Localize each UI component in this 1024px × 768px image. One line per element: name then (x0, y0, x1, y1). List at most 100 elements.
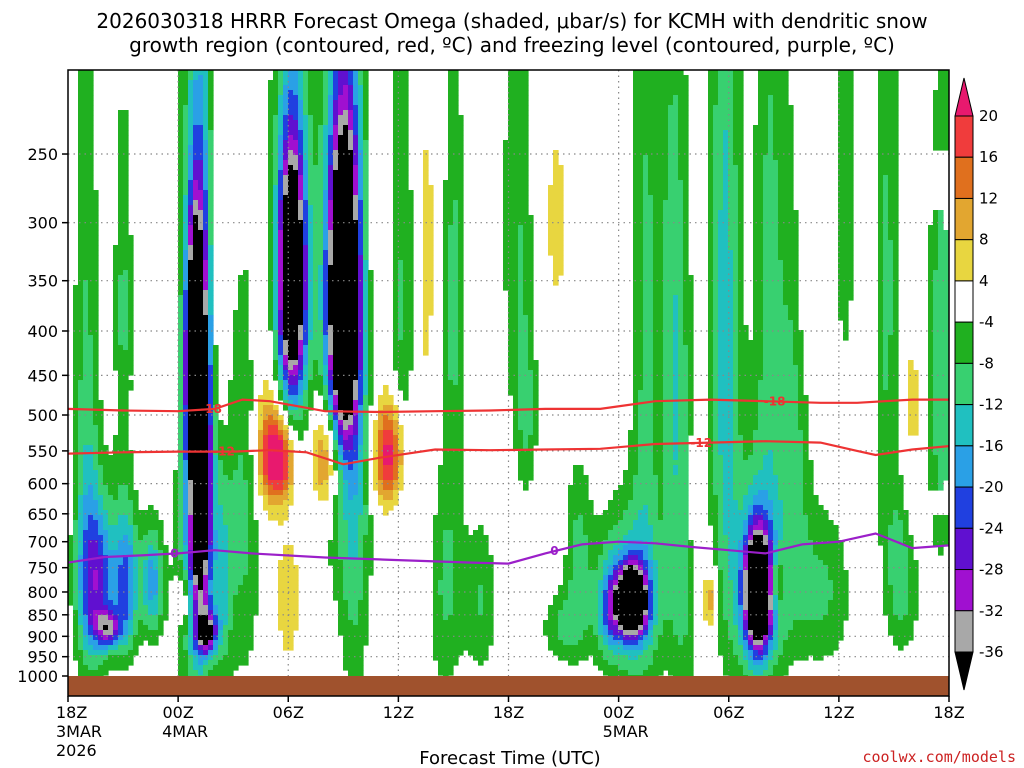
omega-cell (348, 125, 354, 131)
omega-cell (718, 75, 734, 81)
omega-cell (283, 150, 289, 156)
omega-cell (308, 175, 324, 181)
omega-cell (323, 335, 329, 341)
omega-cell (928, 375, 934, 381)
omega-cell (268, 105, 279, 111)
omega-cell (273, 485, 284, 491)
omega-cell (398, 280, 404, 286)
omega-cell (323, 370, 329, 376)
omega-cell (368, 335, 374, 341)
omega-cell (683, 300, 694, 306)
omega-cell (443, 400, 464, 406)
omega-cell (518, 300, 524, 306)
omega-cell (733, 315, 739, 321)
omega-cell (188, 485, 194, 491)
omega-cell (283, 255, 304, 261)
omega-cell (278, 205, 284, 211)
omega-cell (623, 510, 639, 516)
omega-cell (273, 310, 279, 316)
omega-cell (273, 405, 279, 411)
omega-cell (523, 280, 534, 286)
omega-cell (783, 265, 799, 271)
omega-cell (763, 230, 779, 236)
omega-cell (928, 390, 934, 396)
omega-cell (333, 410, 339, 416)
omega-cell (448, 240, 459, 246)
omega-cell (358, 330, 364, 336)
omega-cell (393, 320, 399, 326)
omega-cell (208, 275, 214, 281)
omega-cell (908, 550, 914, 556)
omega-cell (933, 285, 949, 291)
omega-cell (708, 305, 714, 311)
omega-cell (178, 185, 184, 191)
omega-cell (228, 405, 254, 411)
omega-cell (188, 395, 209, 401)
omega-cell (78, 525, 84, 531)
omega-cell (548, 245, 564, 251)
omega-cell (213, 495, 219, 501)
omega-cell (118, 370, 134, 376)
omega-cell (928, 250, 939, 256)
omega-cell (343, 580, 364, 586)
omega-cell (373, 460, 379, 466)
omega-cell (878, 215, 884, 221)
omega-cell (343, 415, 349, 421)
omega-cell (718, 505, 724, 511)
omega-cell (643, 270, 654, 276)
omega-cell (643, 265, 654, 271)
omega-cell (288, 365, 294, 371)
omega-cell (398, 385, 409, 391)
omega-cell (458, 290, 464, 296)
omega-cell (878, 235, 884, 241)
omega-cell (208, 290, 214, 296)
omega-cell (933, 530, 949, 536)
omega-cell (718, 430, 734, 436)
omega-cell (278, 385, 284, 391)
omega-cell (303, 375, 309, 381)
omega-cell (788, 310, 799, 316)
omega-cell (568, 525, 574, 531)
omega-cell (118, 210, 129, 216)
omega-cell (643, 195, 654, 201)
omega-cell (308, 385, 324, 391)
omega-cell (333, 505, 339, 511)
omega-cell (363, 485, 369, 491)
omega-cell (448, 375, 459, 381)
omega-cell (683, 325, 694, 331)
omega-cell (328, 110, 334, 116)
omega-cell (678, 315, 684, 321)
omega-cell (78, 505, 84, 511)
omega-cell (398, 300, 404, 306)
omega-cell (353, 145, 359, 151)
omega-cell (663, 475, 689, 481)
omega-cell (78, 380, 94, 386)
omega-cell (228, 410, 249, 416)
omega-cell (113, 260, 134, 266)
omega-cell (713, 380, 719, 386)
omega-cell (333, 195, 354, 201)
omega-cell (323, 325, 329, 331)
omega-cell (938, 465, 949, 471)
omega-cell (658, 560, 689, 566)
omega-cell (183, 130, 189, 136)
omega-cell (243, 470, 254, 476)
omega-cell (298, 120, 304, 126)
omega-cell (443, 305, 449, 311)
omega-cell (203, 265, 209, 271)
omega-cell (343, 465, 349, 471)
omega-cell (113, 325, 119, 331)
omega-cell (633, 135, 669, 141)
omega-cell (358, 200, 364, 206)
omega-cell (448, 355, 459, 361)
omega-cell (933, 375, 949, 381)
omega-cell (728, 200, 739, 206)
omega-cell (458, 200, 464, 206)
omega-cell (373, 485, 379, 491)
omega-cell (323, 250, 329, 256)
omega-cell (548, 210, 564, 216)
omega-cell (508, 70, 529, 76)
omega-cell (723, 490, 734, 496)
omega-cell (733, 130, 744, 136)
omega-cell (348, 75, 354, 81)
